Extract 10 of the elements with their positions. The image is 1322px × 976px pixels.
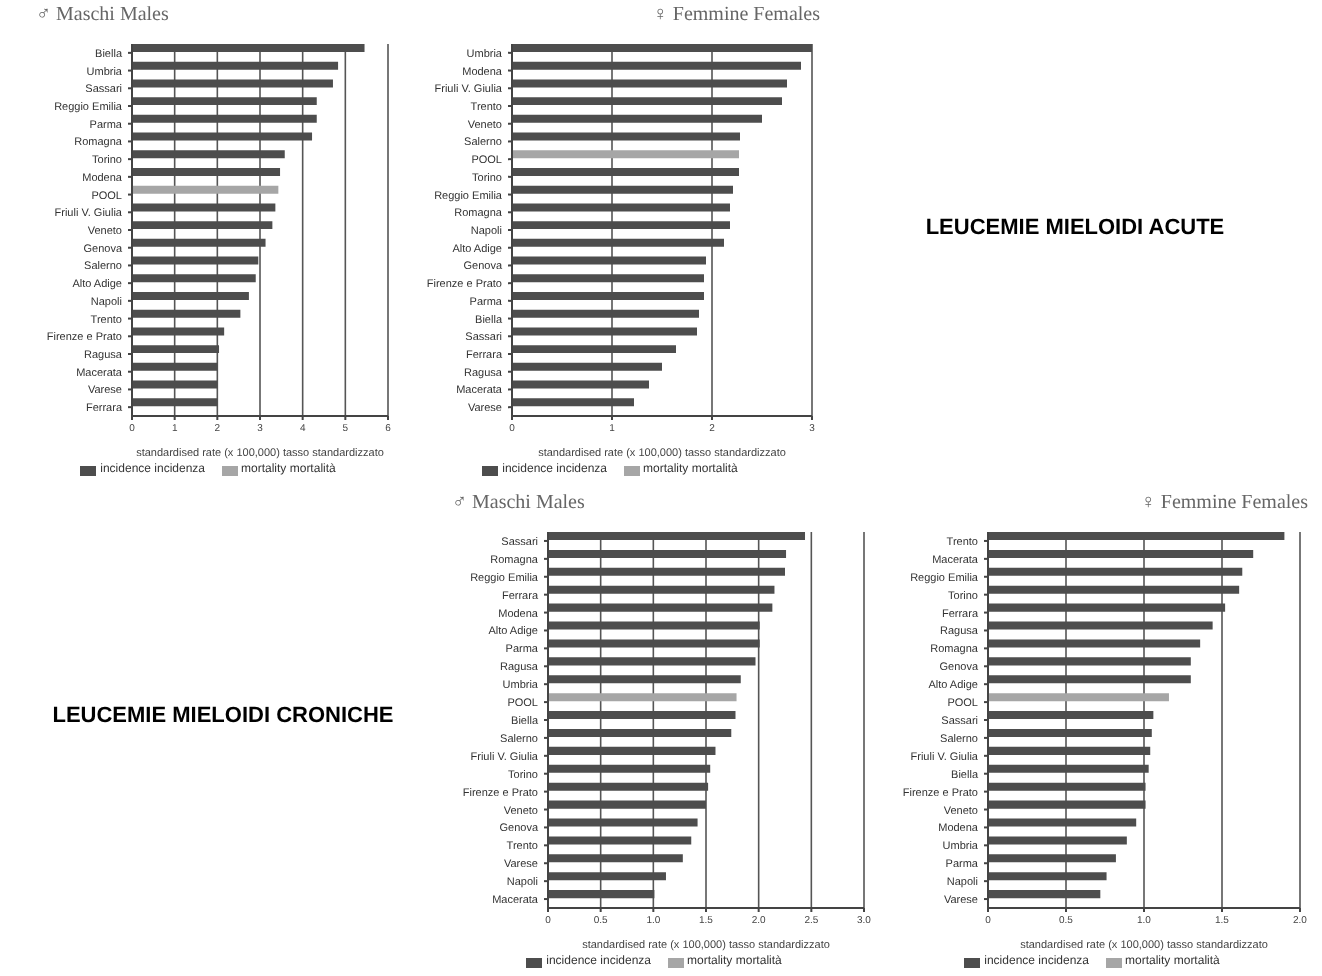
chart-title: ♂ Maschi Males <box>34 4 171 30</box>
text: LEUCEMIE MIELOIDI ACUTE <box>923 216 1227 240</box>
bar <box>512 150 739 159</box>
bar <box>988 693 1169 702</box>
bar <box>132 185 279 194</box>
text: LEUCEMIE MIELOIDI CRONICHE <box>50 704 396 728</box>
chart-title: ♀ Femmine Females <box>650 4 822 30</box>
bar <box>548 693 737 702</box>
chart-title: ♂ Maschi Males <box>450 492 587 518</box>
chart-title: ♀ Femmine Females <box>1138 492 1310 518</box>
